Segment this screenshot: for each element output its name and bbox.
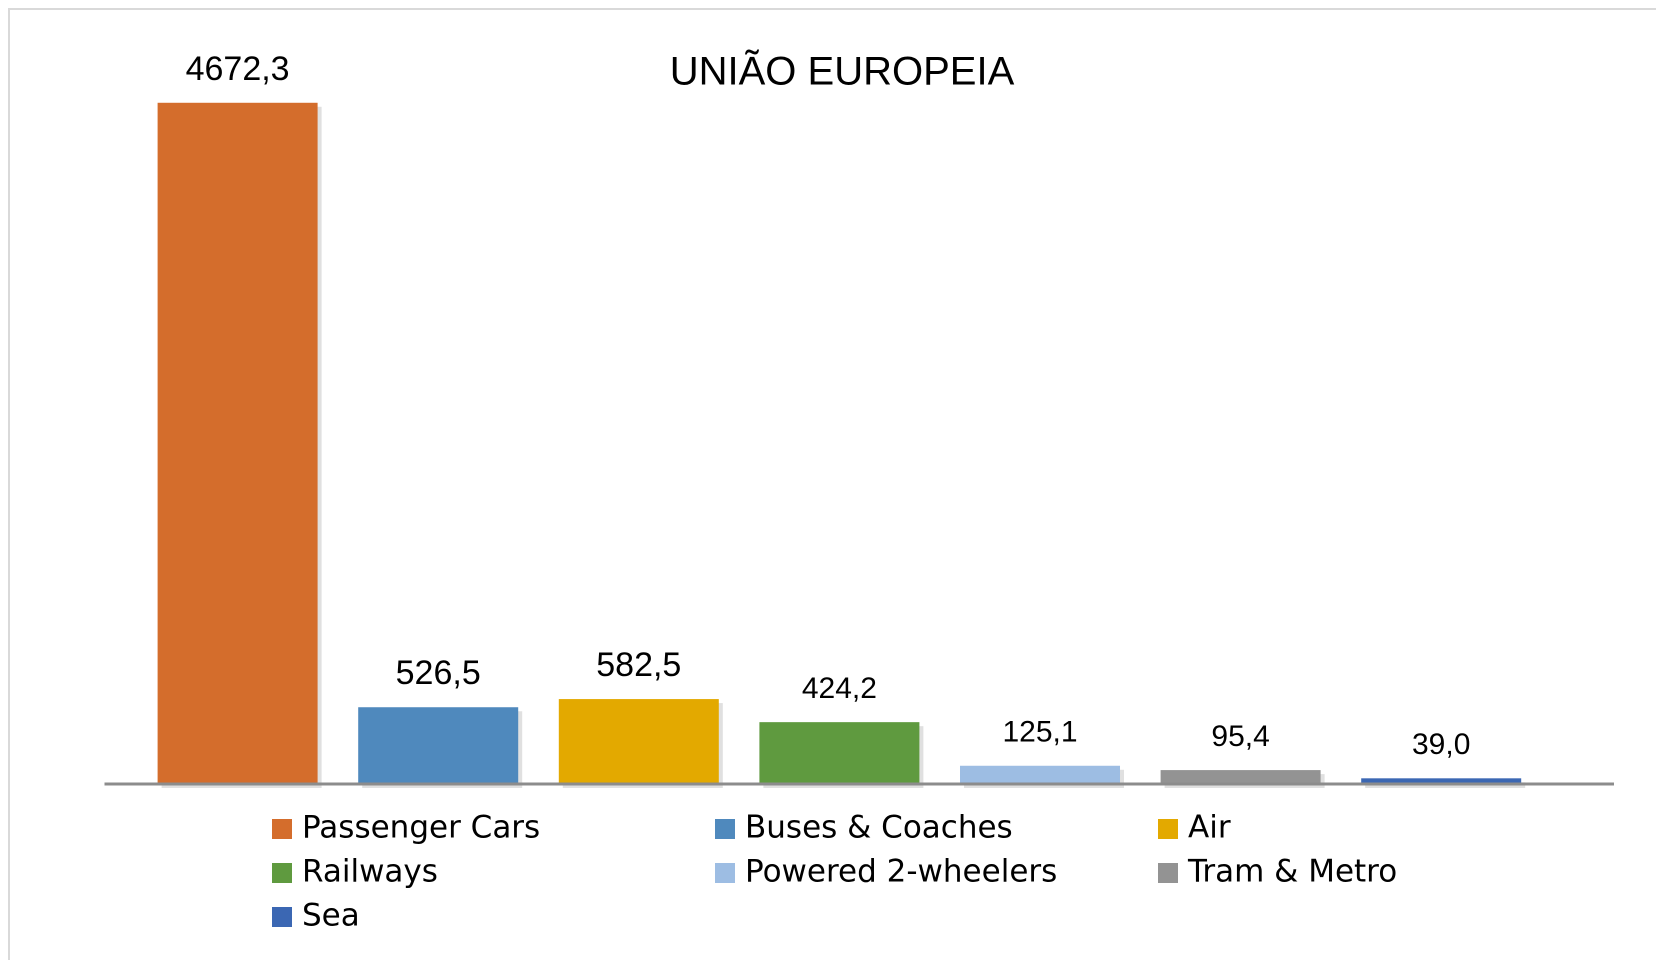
data-label: 39,0 bbox=[1412, 728, 1470, 761]
legend-label: Powered 2-wheelers bbox=[745, 854, 1057, 890]
bar bbox=[960, 765, 1120, 784]
legend-label: Passenger Cars bbox=[302, 810, 540, 846]
bar bbox=[1361, 778, 1522, 784]
legend-swatch bbox=[272, 819, 292, 839]
data-label: 424,2 bbox=[802, 672, 877, 705]
legend-swatch bbox=[272, 863, 292, 883]
legend-label: Sea bbox=[302, 898, 360, 934]
data-label: 582,5 bbox=[596, 646, 681, 684]
legend-swatch bbox=[1158, 819, 1178, 839]
bar bbox=[157, 102, 318, 784]
data-label: 4672,3 bbox=[186, 50, 290, 88]
legend-label: Railways bbox=[302, 854, 438, 890]
bar bbox=[558, 699, 719, 784]
legend-swatch bbox=[715, 863, 735, 883]
legend-label: Buses & Coaches bbox=[745, 810, 1013, 846]
legend-swatch bbox=[272, 907, 292, 927]
bar bbox=[1160, 770, 1321, 784]
legend-swatch bbox=[715, 819, 735, 839]
legend-swatch bbox=[1158, 863, 1178, 883]
legend-label: Tram & Metro bbox=[1187, 854, 1397, 890]
legend-label: Air bbox=[1188, 810, 1231, 846]
chart-frame bbox=[8, 8, 1656, 960]
bar bbox=[358, 707, 519, 784]
bar bbox=[759, 722, 920, 784]
data-label: 125,1 bbox=[1002, 716, 1077, 749]
chart-title: UNIÃO EUROPEIA bbox=[670, 49, 1015, 94]
data-label: 526,5 bbox=[396, 654, 481, 692]
data-label: 95,4 bbox=[1211, 720, 1269, 753]
